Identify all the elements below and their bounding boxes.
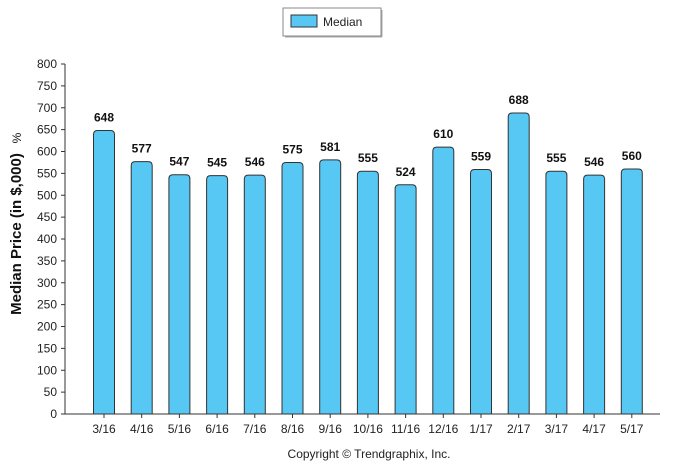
bar xyxy=(583,174,606,415)
bar xyxy=(206,175,229,415)
x-tick-label: 7/16 xyxy=(243,422,267,436)
bar xyxy=(470,168,492,415)
bar xyxy=(394,184,417,415)
bar-value-label: 560 xyxy=(622,149,642,163)
y-tick-label: 0 xyxy=(50,407,57,421)
y-axis-unit: % xyxy=(10,132,24,143)
bar-value-label: 648 xyxy=(94,111,114,125)
bar-value-label: 610 xyxy=(433,127,453,141)
bar-value-label: 559 xyxy=(471,149,491,163)
x-tick-label: 4/17 xyxy=(582,422,606,436)
x-tick-label: 3/17 xyxy=(545,422,569,436)
bar xyxy=(432,146,455,415)
y-tick-label: 800 xyxy=(37,57,57,71)
bar xyxy=(168,174,191,415)
bar xyxy=(319,159,342,415)
y-tick-label: 150 xyxy=(37,341,57,355)
bars: 648 577 547 545 546 575 581 555 524 610 559 688 555 5… xyxy=(93,93,643,415)
x-tick-label: 5/16 xyxy=(168,422,192,436)
legend: Median xyxy=(282,7,383,38)
bar-value-label: 575 xyxy=(282,142,302,156)
x-tick-label: 6/16 xyxy=(205,422,229,436)
y-tick-label: 700 xyxy=(37,101,57,115)
y-axis-title: Median Price (in $,000) xyxy=(8,153,25,315)
bar xyxy=(281,161,304,415)
bar-value-label: 555 xyxy=(358,151,378,165)
y-tick-label: 100 xyxy=(37,363,57,377)
x-tick-label: 4/16 xyxy=(130,422,154,436)
bar xyxy=(545,170,568,415)
y-tick-label: 50 xyxy=(44,385,58,399)
y-tick-label: 450 xyxy=(37,210,57,224)
y-tick-label: 250 xyxy=(37,298,57,312)
bar-value-label: 524 xyxy=(396,165,416,179)
bar xyxy=(356,170,379,415)
y-tick-label: 600 xyxy=(37,145,57,159)
bar-value-label: 581 xyxy=(320,140,340,154)
bar xyxy=(93,130,115,415)
bar-value-label: 545 xyxy=(207,156,227,170)
x-tick-label: 1/17 xyxy=(469,422,493,436)
y-tick-label: 350 xyxy=(37,254,57,268)
y-tick-label: 550 xyxy=(37,166,57,180)
bar-value-label: 546 xyxy=(584,155,604,169)
x-tick-label: 3/16 xyxy=(92,422,116,436)
y-tick-label: 200 xyxy=(37,320,57,334)
x-tick-label: 12/16 xyxy=(428,422,458,436)
bar xyxy=(243,174,266,415)
y-tick-label: 650 xyxy=(37,123,57,137)
bar-value-label: 577 xyxy=(132,142,152,156)
y-axis-ticks: 0 50 100 150 200 250 300 350 400 450 500 550 600 650 7… xyxy=(37,57,65,421)
bar-value-label: 546 xyxy=(245,155,265,169)
bar xyxy=(620,168,643,415)
x-tick-label: 11/16 xyxy=(391,422,420,436)
x-tick-label: 10/16 xyxy=(353,422,383,436)
bar-value-label: 688 xyxy=(509,93,529,107)
x-tick-label: 9/16 xyxy=(319,422,343,436)
legend-swatch xyxy=(290,14,318,28)
bar xyxy=(507,112,530,415)
x-tick-label: 5/17 xyxy=(620,422,644,436)
legend-label: Median xyxy=(323,15,362,29)
x-tick-label: 2/17 xyxy=(507,422,531,436)
x-axis-ticks: 3/16 4/16 5/16 6/16 7/16 8/16 9/16 10/16 11/16 12… xyxy=(92,414,644,436)
copyright: Copyright © Trendgraphix, Inc. xyxy=(288,447,451,461)
bar xyxy=(130,161,153,415)
x-tick-label: 8/16 xyxy=(281,422,305,436)
y-tick-label: 750 xyxy=(37,79,57,93)
bar-value-label: 555 xyxy=(546,151,566,165)
y-tick-label: 300 xyxy=(37,276,57,290)
y-tick-label: 400 xyxy=(37,232,57,246)
y-tick-label: 500 xyxy=(37,188,57,202)
bar-value-label: 547 xyxy=(169,155,189,169)
